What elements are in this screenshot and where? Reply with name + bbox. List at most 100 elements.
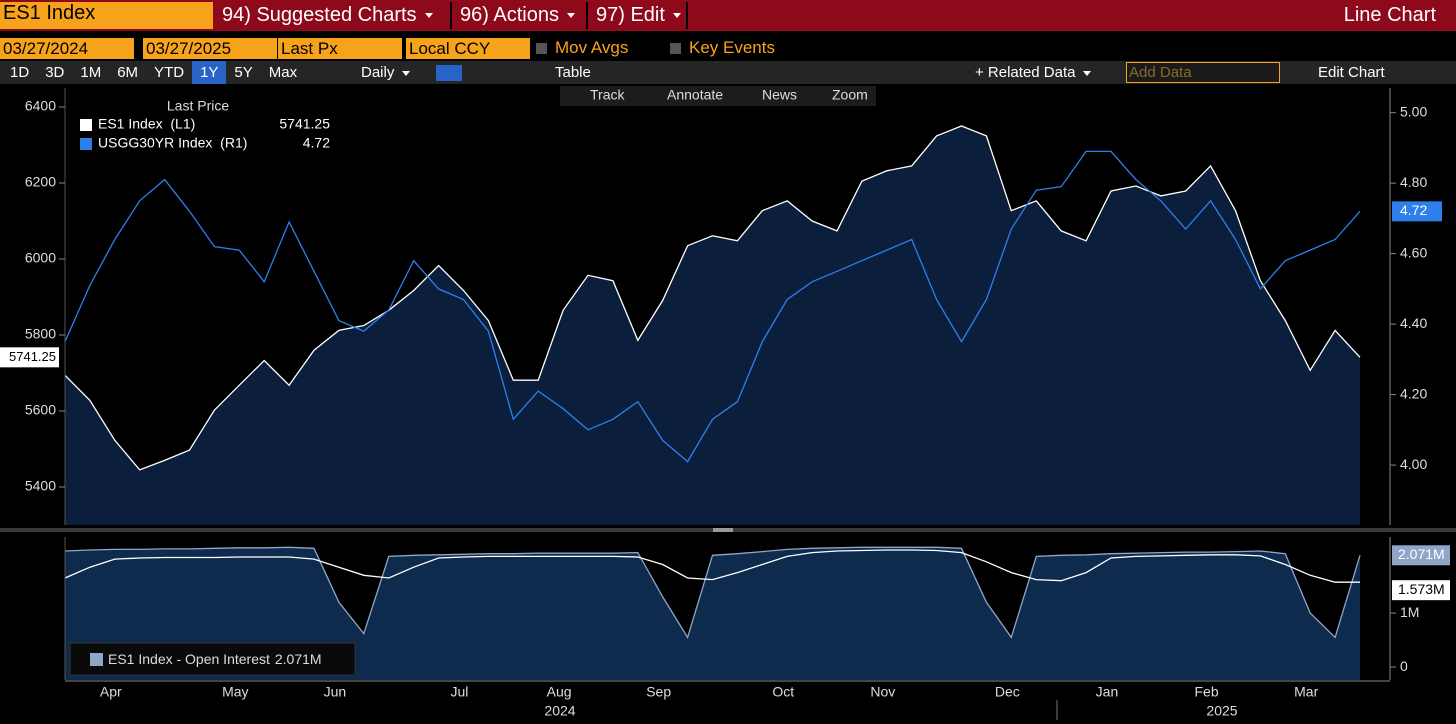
legend-value: 5741.25 — [279, 116, 330, 132]
x-tick-label: Dec — [995, 684, 1020, 700]
legend-label: ES1 Index (L1) — [98, 116, 195, 132]
table-button[interactable]: Table — [555, 64, 591, 81]
y2-tick-label: 4.00 — [1400, 456, 1427, 472]
last-value-label: 1.573M — [1398, 581, 1445, 597]
y-tick-label: 0 — [1400, 658, 1408, 674]
title-bar: ES1 Index 94) Suggested Charts 96) Actio… — [0, 0, 1456, 31]
tool: Track — [590, 87, 625, 103]
x-tick-label: Feb — [1195, 684, 1219, 700]
y-tick-label: 5600 — [25, 402, 56, 418]
legend-swatch — [90, 653, 103, 666]
x-tick-label: Jul — [451, 684, 469, 700]
x-tick-label: Aug — [547, 684, 572, 700]
last-value-label: 4.72 — [1400, 202, 1427, 218]
line — [64, 150, 1361, 463]
legend-swatch — [80, 119, 92, 131]
range-button[interactable]: YTD — [154, 64, 185, 81]
last-value-tag — [1392, 545, 1450, 566]
option-label: Mov Avgs — [555, 38, 629, 57]
option-label: Key Events — [689, 38, 775, 57]
last-value-label: 2.071M — [1398, 546, 1445, 562]
last-value-tag — [0, 347, 59, 368]
y2-tick-label: 4.40 — [1400, 315, 1427, 331]
settings-bar: 03/27/2024 03/27/2025 Last Px Local CCY … — [0, 37, 1456, 61]
start-date[interactable]: 03/27/2024 — [0, 38, 134, 59]
last-value-tag — [1392, 201, 1442, 222]
tool: News — [762, 87, 797, 103]
x-tick-label: May — [222, 684, 248, 700]
tool: Annotate — [667, 87, 723, 103]
range-button[interactable]: 5Y — [234, 64, 253, 81]
legend-box — [69, 642, 356, 676]
field[interactable]: Last Px — [278, 38, 402, 59]
range-button[interactable]: 6M — [117, 64, 139, 81]
range-button[interactable]: 3D — [45, 64, 65, 81]
menu[interactable]: 96) Actions — [460, 4, 575, 27]
y-tick-label: 6000 — [25, 250, 56, 266]
x-tick-label: Nov — [870, 684, 895, 700]
menu-label: 96) Actions — [460, 4, 559, 26]
y-tick-label: 6400 — [25, 98, 56, 114]
range-bar: 1D 3D 1M 6M YTD 1Y 5Y Max Daily Table + Related… — [0, 61, 1456, 84]
frequency[interactable]: Daily — [361, 61, 411, 84]
last-value-tag — [1392, 580, 1450, 601]
area — [65, 547, 1360, 680]
x-tick-label: Apr — [100, 684, 122, 700]
y2-tick-label: 4.60 — [1400, 244, 1427, 260]
range-button[interactable]: 1Y — [192, 61, 227, 84]
related-label: + Related Data — [975, 64, 1076, 81]
y-tick-label: 5400 — [25, 478, 56, 494]
y2-tick-label: 4.20 — [1400, 385, 1427, 401]
option[interactable]: Key Events — [670, 38, 775, 58]
legend-label: ES1 Index - Open Interest 2.071M — [108, 651, 322, 667]
line-icon[interactable] — [436, 65, 462, 81]
y2-tick-label: 5.00 — [1400, 103, 1427, 119]
x-tick-label: Mar — [1294, 684, 1318, 700]
range-button[interactable]: 1M — [80, 64, 102, 81]
line — [64, 546, 1361, 639]
frequency-label: Daily — [361, 64, 395, 81]
x-tick-label: Sep — [646, 684, 671, 700]
tool-bar — [560, 86, 876, 106]
y2-tick-label: 4.80 — [1400, 174, 1427, 190]
legend-label: USGG30YR Index (R1) — [98, 135, 247, 151]
option[interactable]: Mov Avgs — [536, 38, 628, 58]
menu[interactable]: 94) Suggested Charts — [222, 4, 433, 27]
divider-handle — [713, 528, 733, 532]
legend-title: Last Price — [167, 98, 229, 114]
last-value-label: 5741.25 — [9, 349, 56, 364]
legend-box — [72, 96, 338, 156]
range-button[interactable]: 1D — [10, 64, 30, 81]
menu-label: 94) Suggested Charts — [222, 4, 417, 26]
x-tick-label: Jan — [1096, 684, 1119, 700]
tool: Zoom — [832, 87, 868, 103]
legend-name: ES1 Index - Open Interest — [108, 651, 270, 667]
area — [65, 126, 1360, 525]
edit-chart[interactable]: Edit Chart — [1318, 64, 1385, 81]
related-data[interactable]: + Related Data — [975, 61, 1092, 84]
menu[interactable]: 97) Edit — [596, 4, 681, 27]
year-label: 2025 — [1206, 703, 1237, 719]
y-tick-label: 1M — [1400, 604, 1419, 620]
y-tick-label: 5800 — [25, 326, 56, 342]
pane-divider — [0, 528, 1456, 532]
security-field[interactable]: ES1 Index — [0, 2, 213, 29]
currency[interactable]: Local CCY — [406, 38, 530, 59]
legend-swatch — [80, 138, 92, 150]
range-button[interactable]: Max — [268, 64, 298, 81]
year-label: 2024 — [544, 703, 575, 719]
y-tick-label: 6200 — [25, 174, 56, 190]
menu-label: 97) Edit — [596, 4, 665, 26]
range-buttons: 1D 3D 1M 6M YTD 1Y 5Y Max — [2, 61, 305, 84]
legend-value: 2.071M — [275, 651, 322, 667]
chart-kind: Line Chart — [1343, 4, 1436, 26]
x-tick-label: Oct — [772, 684, 794, 700]
line — [64, 125, 1361, 471]
legend-value: 4.72 — [303, 135, 330, 151]
add-data-input[interactable]: Add Data — [1126, 62, 1280, 83]
end-date[interactable]: 03/27/2025 — [143, 38, 277, 59]
line — [64, 549, 1360, 583]
x-tick-label: Jun — [324, 684, 347, 700]
